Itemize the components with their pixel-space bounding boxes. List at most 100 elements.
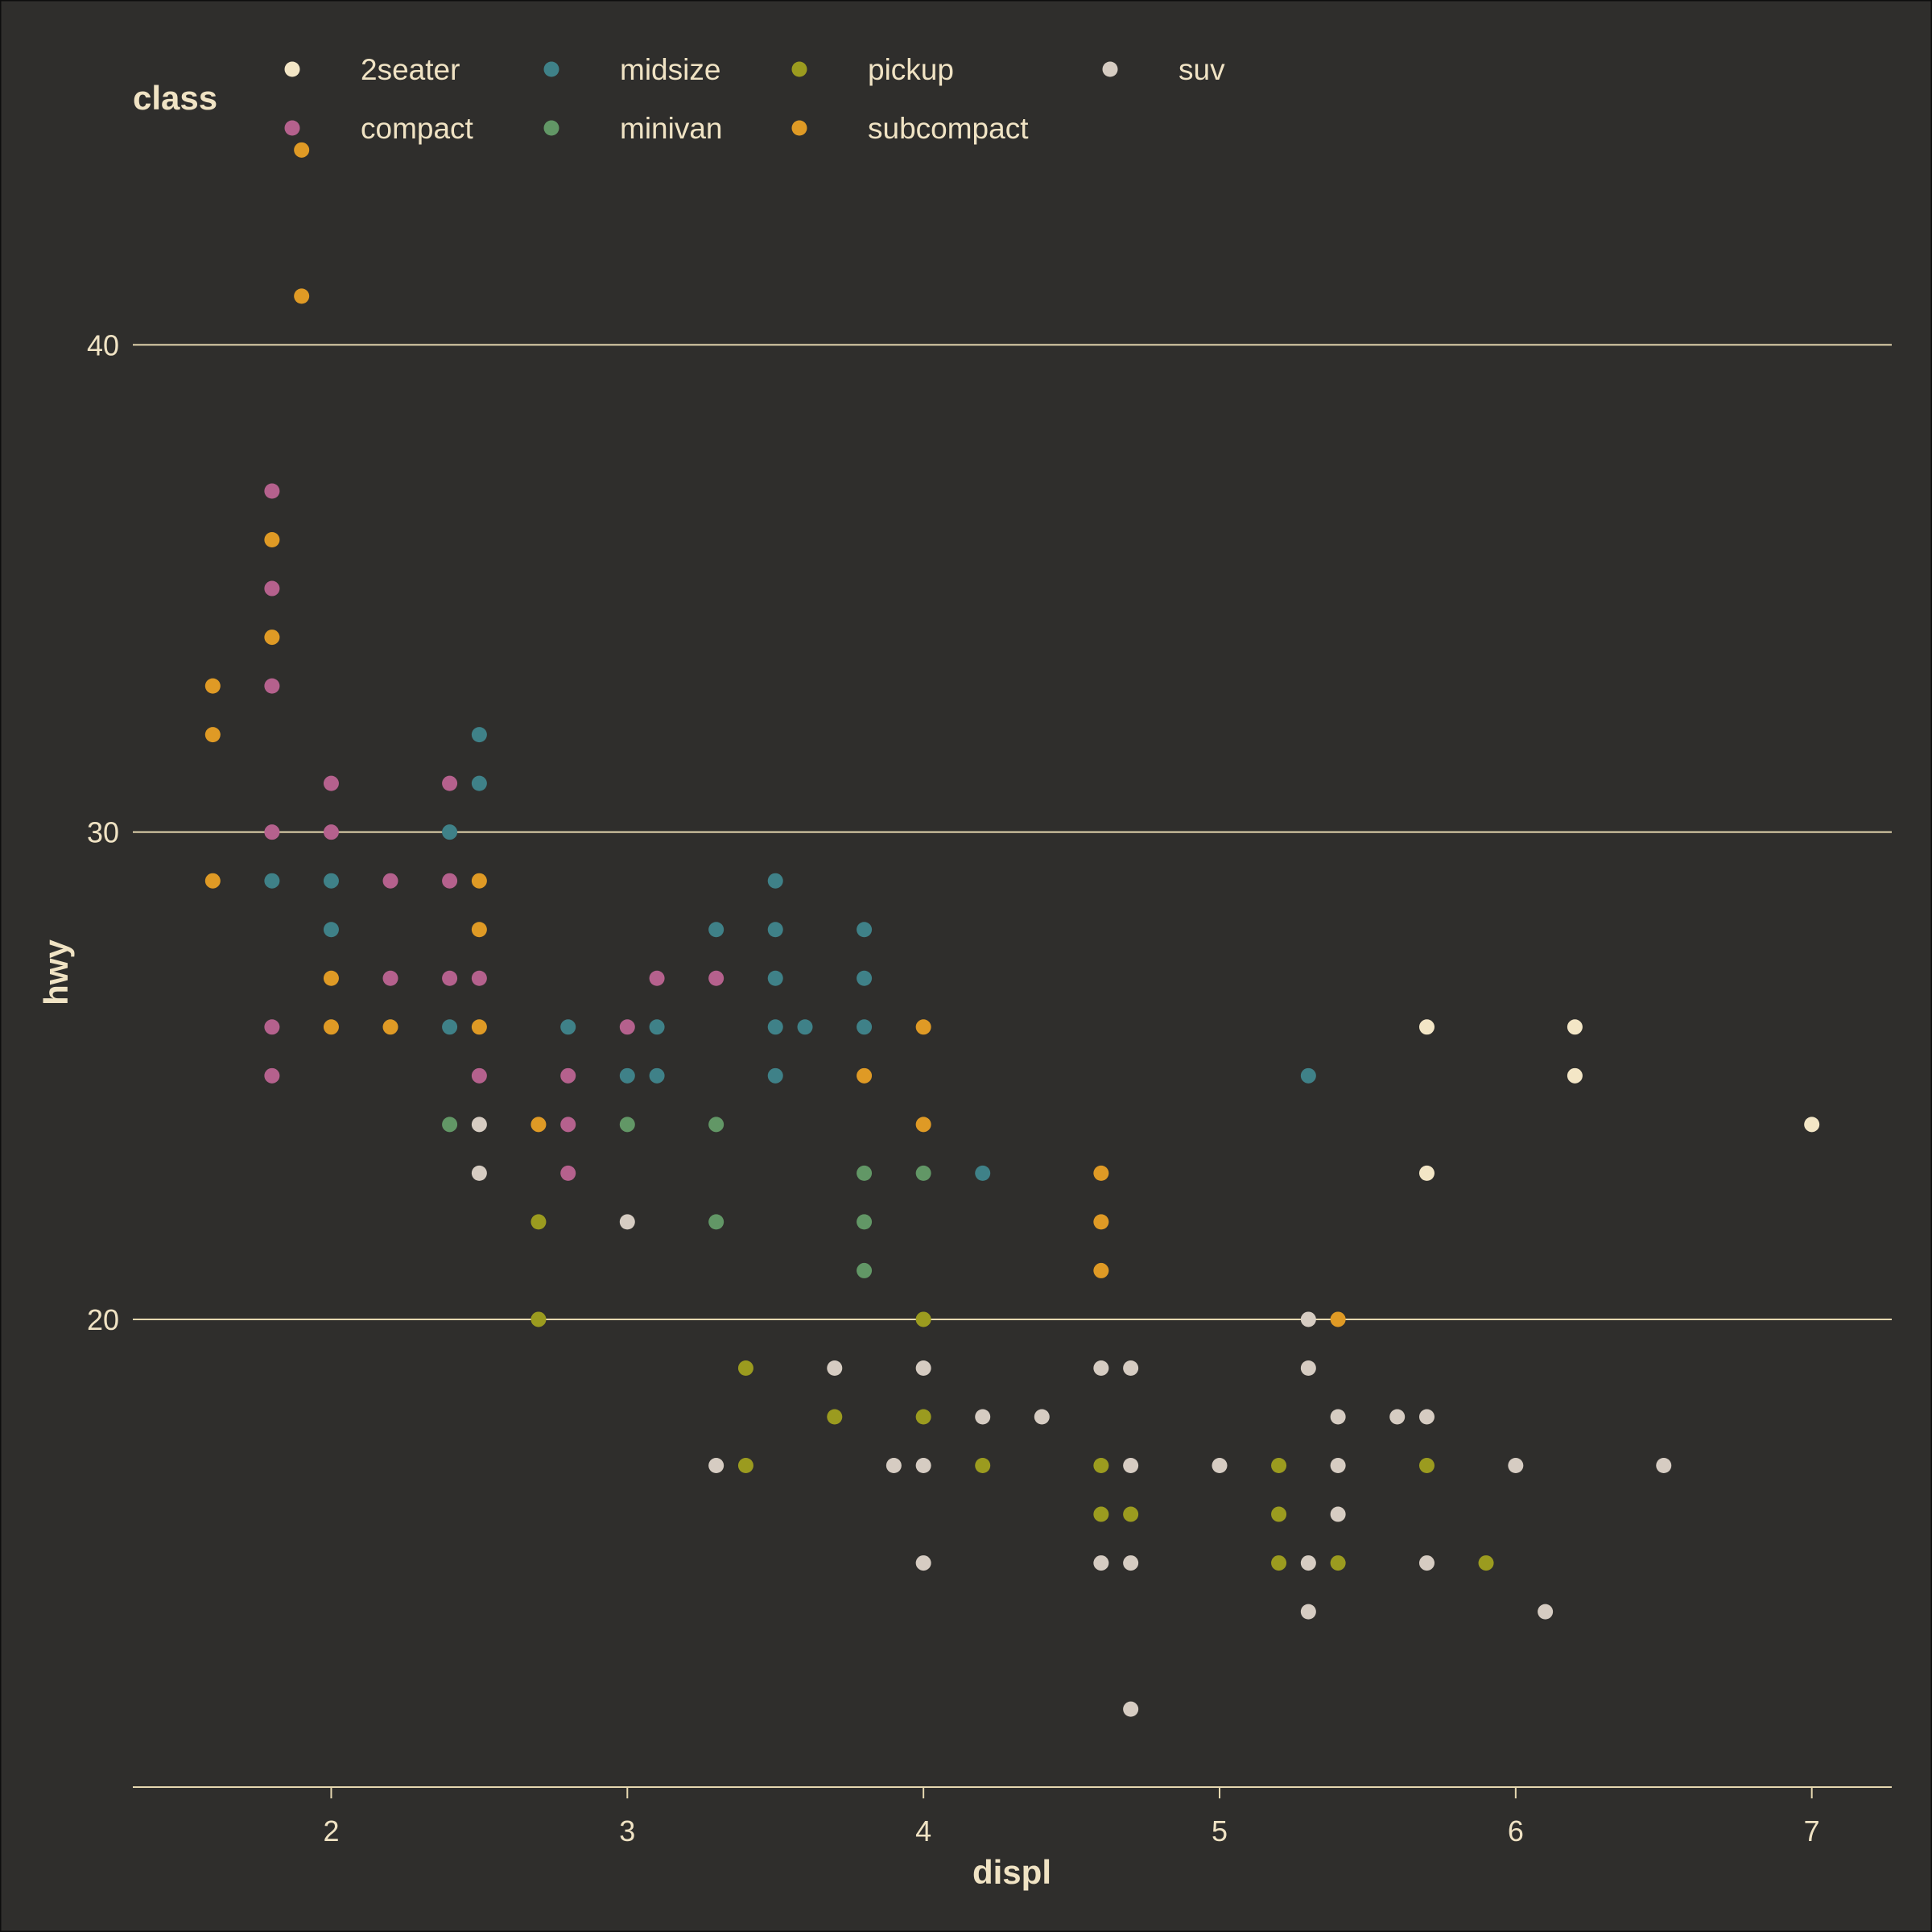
data-point-pickup bbox=[1093, 1458, 1109, 1474]
data-point-minivan bbox=[857, 1214, 873, 1230]
data-point-suv bbox=[1389, 1409, 1406, 1425]
data-point-compact bbox=[649, 970, 665, 986]
data-point-suv bbox=[1330, 1458, 1346, 1474]
data-point-minivan bbox=[442, 1117, 458, 1133]
data-points bbox=[204, 142, 1820, 1717]
legend-key-minivan bbox=[543, 120, 559, 136]
data-point-suv bbox=[975, 1409, 991, 1425]
legend-key-2seater bbox=[284, 61, 300, 77]
data-point-pickup bbox=[530, 1311, 547, 1327]
data-point-minivan bbox=[708, 1214, 724, 1230]
data-point-suv bbox=[915, 1555, 931, 1571]
data-point-suv bbox=[886, 1458, 902, 1474]
data-point-suv bbox=[1123, 1701, 1139, 1717]
data-point-2seater bbox=[1567, 1019, 1583, 1035]
data-point-midsize bbox=[649, 1019, 665, 1035]
data-point-pickup bbox=[1271, 1555, 1287, 1571]
data-point-compact bbox=[382, 970, 398, 986]
x-tick-label-3: 3 bbox=[619, 1814, 635, 1847]
data-point-subcompact bbox=[471, 873, 487, 889]
data-point-compact bbox=[560, 1165, 576, 1181]
data-point-midsize bbox=[323, 922, 339, 938]
data-point-suv bbox=[708, 1458, 724, 1474]
legend-label-2seater: 2seater bbox=[361, 53, 460, 86]
data-point-subcompact bbox=[915, 1117, 931, 1133]
legend-label-compact: compact bbox=[361, 112, 474, 145]
legend-label-suv: suv bbox=[1179, 53, 1225, 86]
legend-label-minivan: minivan bbox=[620, 112, 723, 145]
data-point-subcompact bbox=[204, 678, 221, 694]
legend-label-pickup: pickup bbox=[868, 53, 954, 86]
data-point-subcompact bbox=[471, 1019, 487, 1035]
data-point-pickup bbox=[1123, 1506, 1139, 1522]
data-point-subcompact bbox=[204, 727, 221, 743]
data-point-minivan bbox=[857, 1262, 873, 1278]
data-point-subcompact bbox=[857, 1067, 873, 1084]
data-point-pickup bbox=[1093, 1506, 1109, 1522]
data-point-subcompact bbox=[1093, 1165, 1109, 1181]
data-point-2seater bbox=[1567, 1067, 1583, 1084]
data-point-pickup bbox=[827, 1409, 843, 1425]
data-point-midsize bbox=[857, 1019, 873, 1035]
legend-key-compact bbox=[284, 120, 300, 136]
data-point-suv bbox=[1508, 1458, 1524, 1474]
x-tick-label-4: 4 bbox=[915, 1814, 931, 1847]
data-point-midsize bbox=[975, 1165, 991, 1181]
data-point-midsize bbox=[619, 1067, 635, 1084]
data-point-compact bbox=[442, 775, 458, 791]
data-point-suv bbox=[1123, 1360, 1139, 1376]
data-point-midsize bbox=[797, 1019, 813, 1035]
data-point-pickup bbox=[1330, 1555, 1346, 1571]
data-point-compact bbox=[264, 483, 280, 499]
legend-key-subcompact bbox=[791, 120, 807, 136]
data-point-midsize bbox=[767, 922, 783, 938]
data-point-suv bbox=[619, 1214, 635, 1230]
data-point-2seater bbox=[1418, 1019, 1435, 1035]
axes: 2 3 4 5 6 7 bbox=[133, 1786, 1892, 1847]
x-tick-label-7: 7 bbox=[1804, 1814, 1820, 1847]
data-point-midsize bbox=[767, 873, 783, 889]
legend-title: class bbox=[133, 79, 217, 117]
data-point-suv bbox=[1300, 1311, 1316, 1327]
data-point-midsize bbox=[649, 1067, 665, 1084]
grid-lines: 20 30 40 bbox=[87, 328, 1892, 1336]
data-point-subcompact bbox=[204, 873, 221, 889]
legend-key-pickup bbox=[791, 61, 807, 77]
data-point-midsize bbox=[323, 873, 339, 889]
data-point-compact bbox=[382, 873, 398, 889]
y-tick-label-20: 20 bbox=[87, 1303, 119, 1336]
data-point-suv bbox=[1034, 1409, 1050, 1425]
data-point-suv bbox=[1656, 1458, 1672, 1474]
data-point-suv bbox=[1330, 1409, 1346, 1425]
data-point-suv bbox=[1300, 1555, 1316, 1571]
data-point-suv bbox=[1093, 1360, 1109, 1376]
data-point-pickup bbox=[1271, 1458, 1287, 1474]
data-point-subcompact bbox=[471, 922, 487, 938]
data-point-pickup bbox=[737, 1360, 753, 1376]
data-point-compact bbox=[323, 824, 339, 840]
data-point-midsize bbox=[1300, 1067, 1316, 1084]
data-point-pickup bbox=[1271, 1506, 1287, 1522]
data-point-suv bbox=[1300, 1360, 1316, 1376]
data-point-compact bbox=[264, 1019, 280, 1035]
data-point-subcompact bbox=[915, 1019, 931, 1035]
data-point-pickup bbox=[1418, 1458, 1435, 1474]
data-point-midsize bbox=[442, 824, 458, 840]
data-point-subcompact bbox=[323, 1019, 339, 1035]
y-tick-label-30: 30 bbox=[87, 816, 119, 849]
data-point-midsize bbox=[471, 775, 487, 791]
legend-key-midsize bbox=[543, 61, 559, 77]
x-tick-label-5: 5 bbox=[1212, 1814, 1228, 1847]
data-point-midsize bbox=[857, 970, 873, 986]
data-point-midsize bbox=[708, 922, 724, 938]
data-point-suv bbox=[1330, 1506, 1346, 1522]
data-point-pickup bbox=[737, 1458, 753, 1474]
data-point-midsize bbox=[767, 1019, 783, 1035]
data-point-compact bbox=[264, 1067, 280, 1084]
data-point-compact bbox=[323, 775, 339, 791]
data-point-midsize bbox=[767, 970, 783, 986]
data-point-pickup bbox=[915, 1311, 931, 1327]
data-point-minivan bbox=[619, 1117, 635, 1133]
